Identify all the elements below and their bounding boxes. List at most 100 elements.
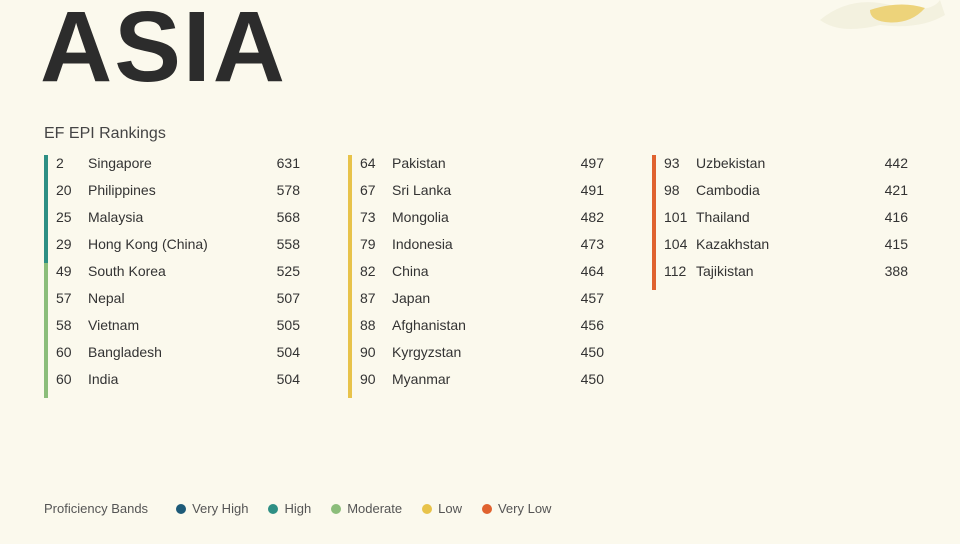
legend-text: Low <box>438 501 462 516</box>
country-name: Thailand <box>694 209 866 225</box>
band-group: 2Singapore63120Philippines57825Malaysia5… <box>44 155 300 263</box>
score-value: 416 <box>866 209 908 225</box>
legend-item: Moderate <box>331 501 402 516</box>
score-value: 525 <box>258 263 300 279</box>
rank-number: 90 <box>360 371 390 387</box>
rank-number: 98 <box>664 182 694 198</box>
ranking-row: 101Thailand416 <box>664 209 908 236</box>
score-value: 421 <box>866 182 908 198</box>
ranking-row: 98Cambodia421 <box>664 182 908 209</box>
rank-number: 90 <box>360 344 390 360</box>
rank-number: 88 <box>360 317 390 333</box>
rank-number: 57 <box>56 290 86 306</box>
rank-number: 73 <box>360 209 390 225</box>
score-value: 507 <box>258 290 300 306</box>
ranking-row: 60India504 <box>56 371 300 398</box>
rank-number: 82 <box>360 263 390 279</box>
ranking-row: 90Myanmar450 <box>360 371 604 398</box>
score-value: 457 <box>562 290 604 306</box>
country-name: Cambodia <box>694 182 866 198</box>
country-name: Afghanistan <box>390 317 562 333</box>
ranking-row: 60Bangladesh504 <box>56 344 300 371</box>
ranking-row: 49South Korea525 <box>56 263 300 290</box>
legend-dot-icon <box>422 504 432 514</box>
country-name: Tajikistan <box>694 263 866 279</box>
country-name: Nepal <box>86 290 258 306</box>
country-name: Kazakhstan <box>694 236 866 252</box>
legend-text: Very Low <box>498 501 551 516</box>
rank-number: 101 <box>664 209 694 225</box>
ranking-row: 88Afghanistan456 <box>360 317 604 344</box>
rank-number: 112 <box>664 263 694 279</box>
rank-number: 67 <box>360 182 390 198</box>
ranking-row: 104Kazakhstan415 <box>664 236 908 263</box>
legend-dot-icon <box>268 504 278 514</box>
proficiency-legend: Proficiency Bands Very HighHighModerateL… <box>44 501 551 516</box>
rank-number: 49 <box>56 263 86 279</box>
rank-number: 104 <box>664 236 694 252</box>
score-value: 473 <box>562 236 604 252</box>
score-value: 482 <box>562 209 604 225</box>
rank-number: 93 <box>664 155 694 171</box>
country-name: Bangladesh <box>86 344 258 360</box>
rank-number: 60 <box>56 344 86 360</box>
ranking-row: 67Sri Lanka491 <box>360 182 604 209</box>
ranking-row: 57Nepal507 <box>56 290 300 317</box>
country-name: Japan <box>390 290 562 306</box>
legend-dot-icon <box>176 504 186 514</box>
map-decoration <box>810 0 950 50</box>
ranking-row: 2Singapore631 <box>56 155 300 182</box>
ranking-row: 90Kyrgyzstan450 <box>360 344 604 371</box>
ranking-row: 25Malaysia568 <box>56 209 300 236</box>
rank-number: 60 <box>56 371 86 387</box>
score-value: 388 <box>866 263 908 279</box>
legend-label: Proficiency Bands <box>44 501 148 516</box>
ranking-row: 73Mongolia482 <box>360 209 604 236</box>
legend-dot-icon <box>482 504 492 514</box>
score-value: 504 <box>258 371 300 387</box>
rankings-column: 93Uzbekistan44298Cambodia421101Thailand4… <box>652 155 908 398</box>
country-name: Kyrgyzstan <box>390 344 562 360</box>
score-value: 558 <box>258 236 300 252</box>
score-value: 504 <box>258 344 300 360</box>
ranking-row: 87Japan457 <box>360 290 604 317</box>
country-name: India <box>86 371 258 387</box>
band-group: 93Uzbekistan44298Cambodia421101Thailand4… <box>652 155 908 290</box>
legend-item: Low <box>422 501 462 516</box>
rank-number: 29 <box>56 236 86 252</box>
score-value: 464 <box>562 263 604 279</box>
rankings-columns: 2Singapore63120Philippines57825Malaysia5… <box>0 155 960 398</box>
rank-number: 64 <box>360 155 390 171</box>
ranking-row: 82China464 <box>360 263 604 290</box>
score-value: 497 <box>562 155 604 171</box>
band-group: 64Pakistan497 67Sri Lanka49173Mongolia482… <box>348 155 604 398</box>
rankings-subtitle: EF EPI Rankings <box>0 95 960 155</box>
country-name: Singapore <box>86 155 258 171</box>
country-name: Indonesia <box>390 236 562 252</box>
rank-number: 87 <box>360 290 390 306</box>
score-value: 631 <box>258 155 300 171</box>
legend-text: Very High <box>192 501 248 516</box>
country-name: China <box>390 263 562 279</box>
legend-item: Very Low <box>482 501 551 516</box>
legend-item: Very High <box>176 501 248 516</box>
score-value: 491 <box>562 182 604 198</box>
country-name: Mongolia <box>390 209 562 225</box>
score-value: 568 <box>258 209 300 225</box>
score-value: 505 <box>258 317 300 333</box>
score-value: 415 <box>866 236 908 252</box>
score-value: 450 <box>562 344 604 360</box>
country-name: Myanmar <box>390 371 562 387</box>
ranking-row: 79Indonesia473 <box>360 236 604 263</box>
score-value: 450 <box>562 371 604 387</box>
rank-number: 58 <box>56 317 86 333</box>
rank-number: 79 <box>360 236 390 252</box>
country-name: Pakistan <box>390 155 562 171</box>
ranking-row: 58Vietnam505 <box>56 317 300 344</box>
country-name: Philippines <box>86 182 258 198</box>
rank-number: 20 <box>56 182 86 198</box>
ranking-row: 20Philippines578 <box>56 182 300 209</box>
rank-number: 2 <box>56 155 86 171</box>
country-name: Vietnam <box>86 317 258 333</box>
rank-number: 25 <box>56 209 86 225</box>
